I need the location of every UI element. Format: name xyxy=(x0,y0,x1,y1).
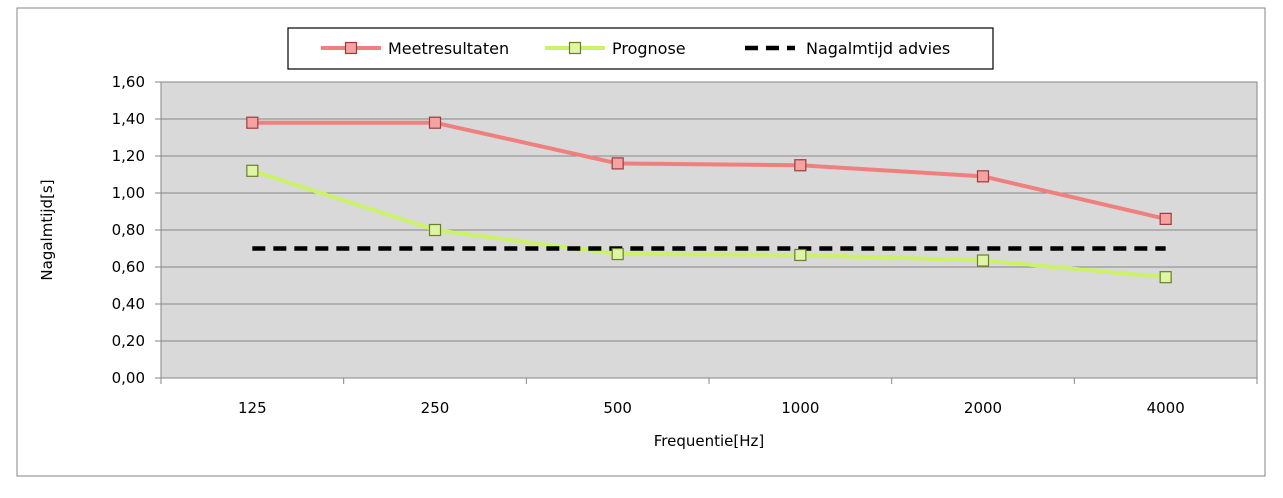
x-tick-label: 1000 xyxy=(781,399,819,417)
legend-label-1: Prognose xyxy=(612,39,686,58)
y-tick-label: 0,40 xyxy=(112,295,145,313)
legend-swatch-marker xyxy=(568,41,582,55)
y-tick-label: 0,60 xyxy=(112,258,145,276)
y-tick-label: 0,80 xyxy=(112,221,145,239)
data-point-marker xyxy=(794,159,807,172)
x-tick-label: 2000 xyxy=(964,399,1002,417)
data-point-marker xyxy=(611,247,624,261)
y-tick-label: 1,20 xyxy=(112,147,145,165)
data-point-marker xyxy=(1159,212,1172,225)
y-tick-label: 0,20 xyxy=(112,332,145,350)
y-tick-label: 1,40 xyxy=(112,110,145,128)
plot-layer xyxy=(160,81,1258,379)
y-tick-label: 0,00 xyxy=(112,369,145,387)
series-line-1 xyxy=(251,168,1166,280)
x-tick-label: 125 xyxy=(238,399,267,417)
data-point-marker xyxy=(794,248,807,262)
x-axis-title: Frequentie[Hz] xyxy=(654,432,765,450)
series-line-0 xyxy=(252,120,1167,221)
x-tick-label: 4000 xyxy=(1147,399,1185,417)
x-tick-label: 500 xyxy=(603,399,632,417)
data-point-marker xyxy=(246,116,259,129)
legend: Meetresultaten Prognose Nagalmtijd advies xyxy=(287,27,994,70)
data-point-marker xyxy=(1159,271,1172,284)
data-point-marker xyxy=(611,157,624,170)
data-point-marker xyxy=(428,223,442,237)
legend-label-0: Meetresultaten xyxy=(388,39,509,58)
data-point-marker xyxy=(246,164,259,177)
x-tick-label: 250 xyxy=(421,399,450,417)
legend-box xyxy=(287,27,994,70)
data-point-marker xyxy=(976,254,990,267)
y-axis-title: Nagalmtijd[s] xyxy=(38,179,56,280)
axis-layer: 0,00 0,20 0,40 0,60 0,80 1,00 1,20 1,40 1,60 125 2… xyxy=(112,73,1258,417)
legend-label-2: Nagalmtijd advies xyxy=(806,39,950,58)
y-tick-label: 1,60 xyxy=(112,73,145,91)
data-point-marker xyxy=(976,170,990,183)
data-point-marker xyxy=(428,116,442,129)
y-tick-label: 1,00 xyxy=(112,184,145,202)
legend-swatch-marker xyxy=(344,41,358,55)
series-layer xyxy=(246,116,1172,284)
